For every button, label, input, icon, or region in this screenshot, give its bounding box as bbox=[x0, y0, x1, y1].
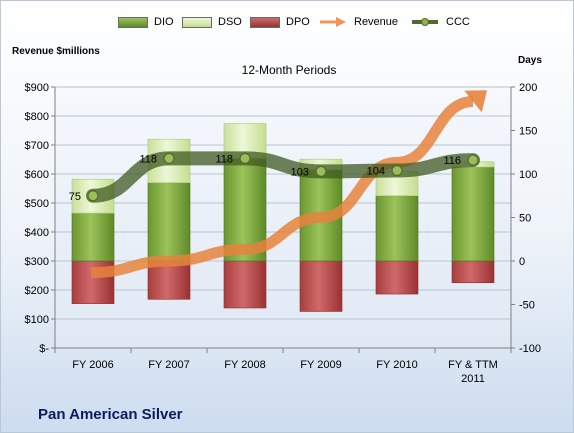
ccc-data-label: 118 bbox=[215, 153, 233, 165]
legend-label-ccc: CCC bbox=[446, 16, 470, 28]
ccc-point bbox=[315, 165, 327, 177]
company-name: Pan American Silver bbox=[38, 406, 183, 423]
legend-label-dpo: DPO bbox=[286, 16, 310, 28]
ccc-data-label: 118 bbox=[139, 153, 157, 165]
x-axis-tick-label: FY & TTM bbox=[448, 359, 498, 371]
ccc-line bbox=[86, 151, 480, 203]
bar-dpo bbox=[375, 260, 419, 295]
right-axis-tick-label: 150 bbox=[519, 126, 537, 138]
bar-dpo bbox=[451, 260, 495, 284]
ccc-point bbox=[87, 190, 99, 202]
bar-dio bbox=[71, 212, 115, 262]
ccc-data-label: 75 bbox=[69, 191, 81, 203]
right-axis-title: Days bbox=[518, 55, 542, 66]
x-axis-tick-label: FY 2010 bbox=[376, 359, 417, 371]
right-axis-tick-label: -50 bbox=[519, 300, 535, 312]
left-axis-title: Revenue $millions bbox=[12, 46, 100, 57]
legend-label-dso: DSO bbox=[218, 16, 242, 28]
x-axis-tick-label: FY 2007 bbox=[148, 359, 189, 371]
legend-swatch-dio bbox=[118, 16, 148, 28]
x-axis-tick-label: FY 2009 bbox=[300, 359, 341, 371]
left-axis-tick-label: $500 bbox=[25, 198, 49, 210]
left-axis-tick-label: $200 bbox=[25, 285, 49, 297]
left-axis-tick-label: $100 bbox=[25, 314, 49, 326]
ccc-data-label: 104 bbox=[367, 166, 385, 178]
bar-dio bbox=[451, 166, 495, 262]
ccc-data-label: 103 bbox=[291, 166, 309, 178]
left-axis-tick-label: $300 bbox=[25, 256, 49, 268]
x-axis-tick-label: FY 2006 bbox=[72, 359, 113, 371]
legend-label-revenue: Revenue bbox=[354, 16, 399, 28]
left-axis-tick-label: $800 bbox=[25, 111, 49, 123]
left-axis-tick-label: $- bbox=[39, 343, 49, 355]
legend-item-dso: DSO bbox=[182, 14, 242, 30]
legend-item-ccc: CCC bbox=[410, 14, 470, 30]
legend-swatch-dpo bbox=[250, 16, 280, 28]
x-axis-tick-label: FY 2008 bbox=[224, 359, 265, 371]
right-axis-tick-label: 200 bbox=[519, 82, 537, 94]
bar-dio bbox=[147, 182, 191, 262]
legend-arrow-icon bbox=[320, 17, 346, 27]
x-axis-tick-label: 2011 bbox=[461, 373, 485, 385]
legend-line-icon bbox=[412, 18, 438, 26]
legend-label-dio: DIO bbox=[154, 16, 174, 28]
right-axis-tick-label: 50 bbox=[519, 213, 531, 225]
right-axis-tick-label: -100 bbox=[519, 343, 541, 355]
chart-title: 12-Month Periods bbox=[241, 63, 337, 77]
ccc-point bbox=[391, 164, 403, 177]
legend-item-revenue: Revenue bbox=[318, 14, 398, 30]
ccc-data-label: 116 bbox=[443, 155, 461, 167]
left-axis-tick-label: $700 bbox=[25, 140, 49, 152]
bar-dpo bbox=[299, 260, 343, 312]
left-axis-tick-label: $400 bbox=[25, 227, 49, 239]
legend-item-dpo: DPO bbox=[250, 14, 310, 30]
legend-swatch-dso bbox=[182, 16, 212, 28]
left-axis-tick-label: $600 bbox=[25, 169, 49, 181]
right-axis-tick-label: 100 bbox=[519, 169, 537, 181]
left-axis-tick-label: $900 bbox=[25, 82, 49, 94]
ccc-point bbox=[163, 152, 175, 164]
ccc-point bbox=[467, 154, 479, 166]
ccc-point bbox=[239, 152, 251, 164]
bar-dpo bbox=[147, 260, 191, 300]
right-axis-tick-label: 0 bbox=[519, 256, 525, 268]
bar-dio bbox=[375, 195, 419, 262]
legend-item-dio: DIO bbox=[118, 14, 174, 30]
revenue-line bbox=[90, 96, 474, 279]
bar-dpo bbox=[223, 260, 267, 309]
revenue-arrowhead bbox=[464, 90, 488, 113]
